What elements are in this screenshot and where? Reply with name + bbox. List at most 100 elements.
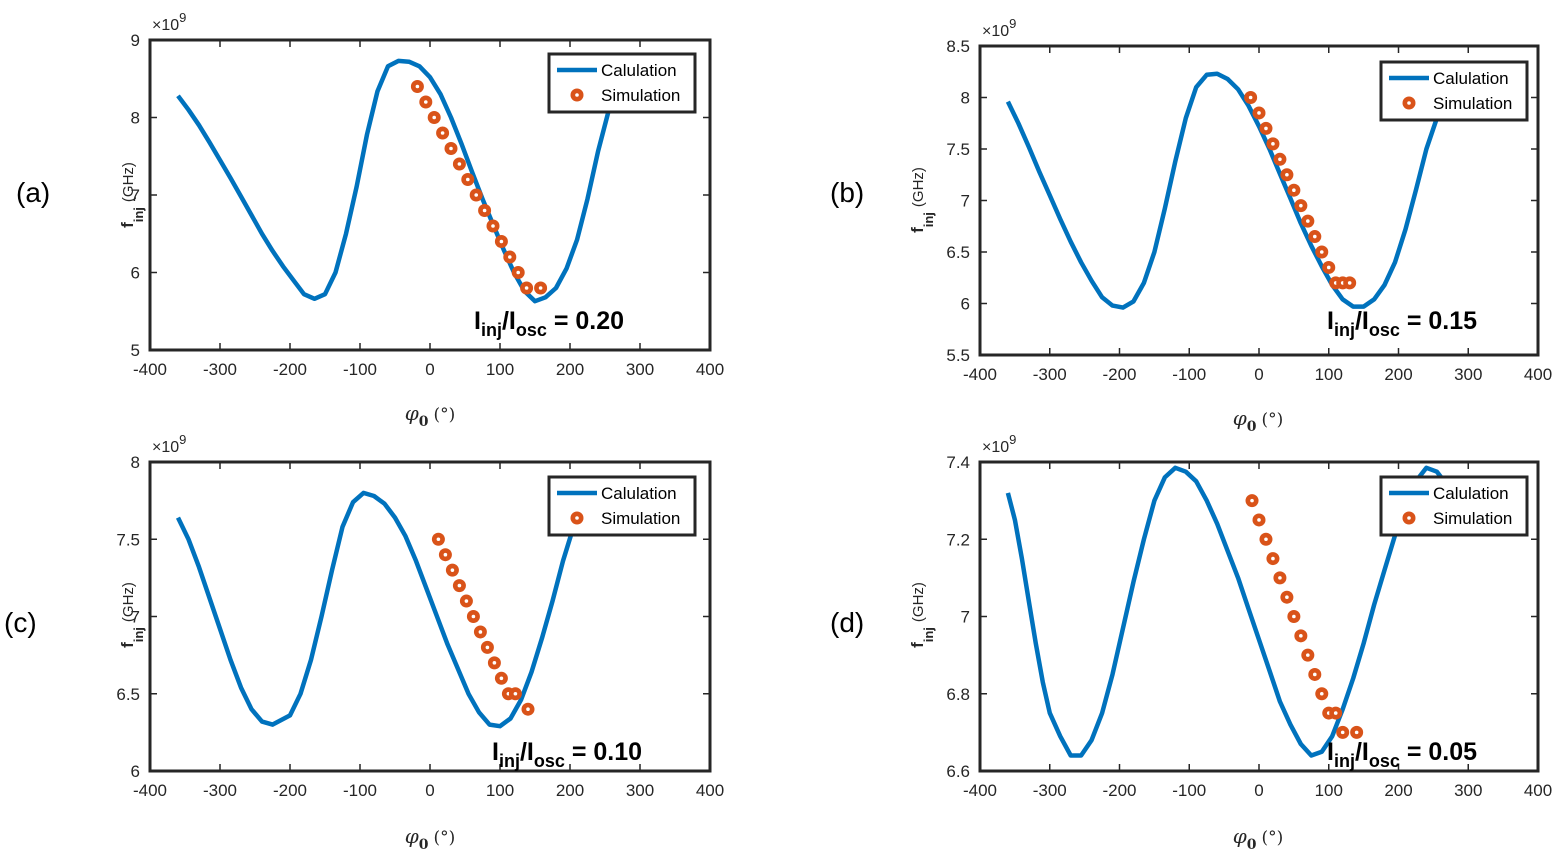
simulation-point-center bbox=[1292, 188, 1296, 192]
legend-label-simulation: Simulation bbox=[601, 509, 680, 528]
y-tick-label: 6.8 bbox=[946, 685, 970, 704]
y-tick-label: 9 bbox=[131, 31, 140, 50]
x-tick-label: -300 bbox=[1033, 365, 1067, 384]
x-tick-label: 200 bbox=[556, 781, 584, 800]
x-tick-label: 400 bbox=[696, 781, 724, 800]
y-tick-label: 7.2 bbox=[946, 530, 970, 549]
legend-marker-swatch-center bbox=[1407, 516, 1411, 520]
y-axis-label-unit: (GHz) bbox=[910, 167, 927, 207]
y-tick-label: 6.5 bbox=[946, 243, 970, 262]
simulation-point-center bbox=[1250, 498, 1254, 503]
legend-label-calculation: Calulation bbox=[601, 61, 677, 80]
legend-label-simulation: Simulation bbox=[1433, 94, 1512, 113]
ratio-annotation: Iinj/Iosc = 0.10 bbox=[492, 738, 642, 771]
simulation-point-center bbox=[538, 286, 543, 290]
x-tick-label: 100 bbox=[1315, 365, 1343, 384]
x-tick-label: 400 bbox=[696, 360, 724, 379]
x-tick-label: 100 bbox=[486, 781, 514, 800]
simulation-point-center bbox=[1278, 576, 1282, 580]
y-exponent-base: ×10 bbox=[982, 439, 1009, 456]
simulation-point-center bbox=[513, 691, 518, 696]
x-tick-label: 200 bbox=[556, 360, 584, 379]
x-axis-label-symbol: φ bbox=[1233, 406, 1247, 430]
y-tick-label: 6 bbox=[131, 762, 140, 781]
simulation-point-center bbox=[482, 208, 487, 213]
legend-marker-swatch-center bbox=[575, 516, 579, 520]
x-tick-label: 200 bbox=[1384, 365, 1412, 384]
simulation-point-center bbox=[1306, 219, 1310, 223]
legend-box bbox=[547, 52, 697, 114]
y-axis-label: finj (GHz) bbox=[908, 582, 936, 648]
x-axis-label-sub: 0 bbox=[419, 837, 429, 853]
ratio-annotation: Iinj/Iosc = 0.05 bbox=[1327, 738, 1477, 771]
x-tick-label: 300 bbox=[626, 360, 654, 379]
y-tick-label: 6 bbox=[961, 295, 970, 314]
x-tick-label: 300 bbox=[626, 781, 654, 800]
simulation-point-center bbox=[1292, 614, 1296, 619]
x-tick-label: 0 bbox=[1254, 781, 1263, 800]
simulation-point-center bbox=[491, 224, 495, 228]
ratio-annotation-slash: /I bbox=[502, 307, 516, 335]
simulation-point-center bbox=[457, 162, 462, 166]
simulation-point-center bbox=[1264, 537, 1268, 542]
ratio-annotation-sub-inj: inj bbox=[481, 320, 502, 340]
x-tick-label: 0 bbox=[425, 360, 434, 379]
axes-frame bbox=[148, 38, 712, 352]
x-tick-label: -200 bbox=[273, 781, 307, 800]
simulation-point-center bbox=[1354, 730, 1359, 735]
ratio-annotation-value: = 0.10 bbox=[565, 738, 642, 766]
x-axis-label-unit: (°) bbox=[1262, 828, 1284, 848]
simulation-point-center bbox=[1333, 711, 1338, 715]
y-axis-label-sub: inj bbox=[921, 212, 936, 227]
x-axis-label-unit: (°) bbox=[434, 828, 456, 848]
ratio-annotation-sub-osc: osc bbox=[516, 320, 547, 340]
simulation-point-center bbox=[1319, 691, 1324, 696]
x-axis-label-sub: 0 bbox=[1247, 419, 1257, 435]
legend-box bbox=[1379, 475, 1529, 537]
x-tick-label: 0 bbox=[1254, 365, 1263, 384]
ratio-annotation-value: = 0.05 bbox=[1400, 738, 1477, 766]
simulation-point-center bbox=[415, 84, 420, 89]
simulation-point-center bbox=[1271, 142, 1275, 146]
x-axis-label-sub: 0 bbox=[419, 414, 429, 430]
y-axis-label: finj (GHz) bbox=[908, 167, 936, 233]
chart-panel-c: (c) -400 -300 -200 -100 0 100 200 300 400 6 6.5 7 7.5… bbox=[4, 432, 724, 853]
simulation-point-center bbox=[1248, 95, 1253, 100]
simulation-point-center bbox=[485, 645, 490, 650]
simulation-point-center bbox=[432, 115, 437, 120]
x-tick-label: -100 bbox=[1172, 781, 1206, 800]
x-axis-label-symbol: φ bbox=[405, 824, 419, 848]
y-axis-label-unit: (GHz) bbox=[120, 162, 137, 202]
y-exponent-power: 9 bbox=[1009, 432, 1016, 447]
y-tick-label: 5 bbox=[131, 341, 140, 360]
axes-frame bbox=[148, 460, 712, 773]
x-axis-label-sub: 0 bbox=[1247, 837, 1257, 853]
y-exponent-power: 9 bbox=[179, 432, 186, 447]
plot-area bbox=[175, 490, 626, 729]
simulation-point-center bbox=[1347, 281, 1352, 285]
legend-marker-swatch-center bbox=[575, 93, 579, 97]
simulation-point-center bbox=[436, 537, 441, 542]
y-axis-label-unit: (GHz) bbox=[910, 582, 927, 622]
x-tick-label: 300 bbox=[1454, 781, 1482, 800]
simulation-point-center bbox=[1285, 595, 1289, 599]
simulation-point-center bbox=[1313, 672, 1317, 677]
y-axis-label-main: f bbox=[118, 222, 137, 228]
simulation-point-center bbox=[450, 568, 455, 572]
ratio-annotation-main: I bbox=[1327, 738, 1334, 766]
simulation-point-center bbox=[1326, 265, 1331, 270]
x-tick-label: -200 bbox=[1102, 365, 1136, 384]
ratio-annotation-slash: /I bbox=[1355, 738, 1369, 766]
y-axis-label-main: f bbox=[908, 227, 927, 233]
y-axis-label-sub: inj bbox=[921, 627, 936, 642]
calculation-line bbox=[176, 58, 622, 304]
x-tick-label: 100 bbox=[1315, 781, 1343, 800]
y-axis-label-sub: inj bbox=[131, 627, 146, 642]
simulation-point-center bbox=[1313, 234, 1317, 239]
y-tick-label: 6.5 bbox=[116, 685, 140, 704]
x-tick-label: 0 bbox=[425, 781, 434, 800]
legend-label-simulation: Simulation bbox=[601, 86, 680, 105]
ratio-annotation-sub-osc: osc bbox=[1369, 320, 1400, 340]
x-tick-label: -100 bbox=[343, 360, 377, 379]
simulation-point-center bbox=[457, 583, 462, 588]
